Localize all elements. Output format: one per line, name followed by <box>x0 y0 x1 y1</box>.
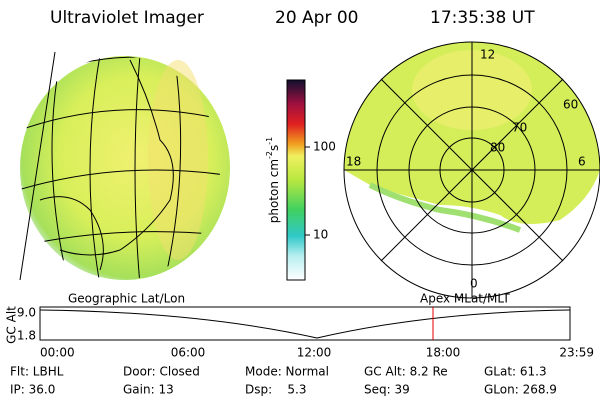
info-field: Mode: Normal <box>245 365 329 379</box>
lat-label: 80 <box>490 141 505 155</box>
mlt-label: 6 <box>578 155 586 169</box>
x-tick-label: 12:00 <box>297 346 332 360</box>
plot-label: Apex MLat/MLT <box>420 292 510 306</box>
label-part: photon cm <box>267 159 281 223</box>
info-field: Door: Closed <box>123 365 200 379</box>
date: 20 Apr 00 <box>275 8 358 28</box>
info-field: GLat: 61.3 <box>484 365 547 379</box>
info-field: Gain: 13 <box>123 383 174 397</box>
x-tick-label: 06:00 <box>171 346 206 360</box>
lat-label: 60 <box>563 98 578 112</box>
info-field: Dsp: 5.3 <box>245 383 307 397</box>
x-tick-label: 00:00 <box>40 346 75 360</box>
y-axis-label: GC Alt <box>5 306 19 344</box>
info-field: Flt: LBHL <box>10 365 64 379</box>
label-exp: -1 <box>265 137 274 145</box>
colorbar <box>286 79 306 281</box>
info-field: GLon: 268.9 <box>484 383 557 397</box>
orbit-curve <box>39 309 571 339</box>
y-tick-label: 1.8 <box>17 329 36 343</box>
y-tick-label: 9.0 <box>17 306 36 320</box>
info-field: Seq: 39 <box>364 383 410 397</box>
info-panel: Flt: LBHL Door: Closed Mode: Normal GC Alt:… <box>10 365 557 397</box>
label-part: s <box>267 145 281 151</box>
label-exp: -2 <box>265 151 274 159</box>
x-tick-label: 23:59 <box>559 346 594 360</box>
polar-plot <box>343 41 600 299</box>
mlt-label: 18 <box>346 155 361 169</box>
mlt-label: 12 <box>480 48 495 62</box>
lat-label: 70 <box>512 121 527 135</box>
colorbar-tick-label: 100 <box>313 140 336 154</box>
info-field: IP: 36.0 <box>10 383 55 397</box>
mlt-label: 0 <box>470 277 478 291</box>
title: Ultraviolet Imager <box>50 8 204 28</box>
colorbar-label: photon cm-2s-1 <box>265 137 281 224</box>
globe-image <box>19 51 230 281</box>
time: 17:35:38 UT <box>430 8 535 28</box>
info-field: GC Alt: 8.2 Re <box>364 365 448 379</box>
colorbar-tick-label: 10 <box>313 228 328 242</box>
orbit-plot-frame <box>39 306 571 341</box>
x-tick-label: 18:00 <box>426 346 461 360</box>
plot-label: Geographic Lat/Lon <box>68 292 185 306</box>
